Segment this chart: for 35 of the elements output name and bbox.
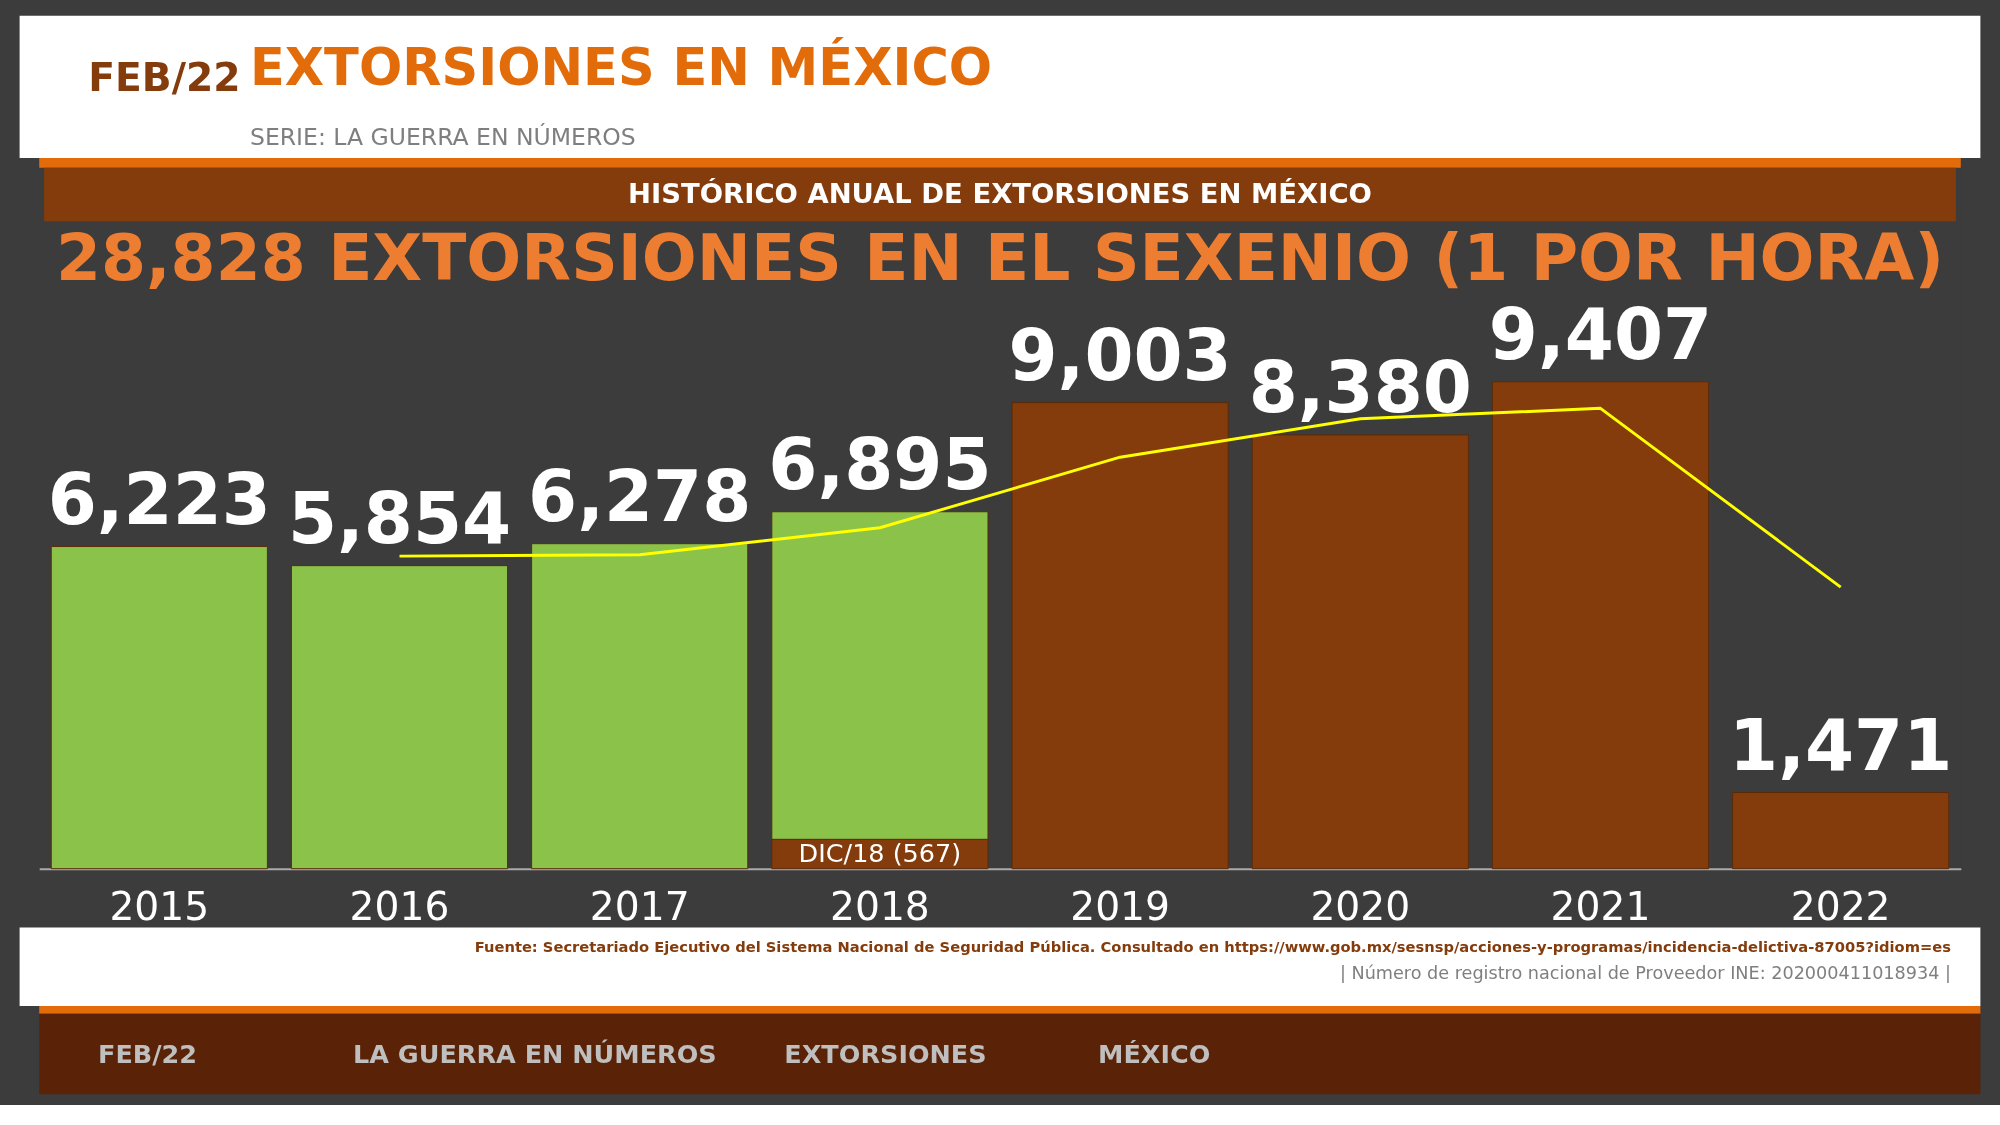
text: LA GUERRA EN NÚMEROS bbox=[352, 1038, 717, 1069]
text: EXTORSIONES bbox=[784, 1038, 987, 1069]
bar bbox=[1491, 381, 1710, 870]
x-tick-label: 2018 bbox=[830, 884, 930, 930]
total-label: 5,854 bbox=[287, 477, 512, 561]
text: FEB/22 bbox=[98, 1038, 198, 1069]
chart-subtitle: HISTÓRICO ANUAL DE EXTORSIONES EN MÉXICO bbox=[628, 177, 1372, 209]
bar bbox=[290, 565, 509, 870]
total-label: 6,895 bbox=[768, 423, 992, 507]
x-tick-label: 2020 bbox=[1310, 884, 1411, 930]
annotation: 28,828 EXTORSIONES EN EL SEXENIO (1 POR HORA) bbox=[56, 220, 1944, 296]
x-tick-label: 2019 bbox=[1070, 884, 1170, 930]
total-label: 6,278 bbox=[528, 455, 752, 539]
x-tick-label: 2016 bbox=[349, 884, 450, 930]
x-tick-label: 2022 bbox=[1790, 884, 1891, 930]
total-label: 8,380 bbox=[1248, 346, 1472, 430]
total-label: 9,003 bbox=[1008, 314, 1232, 398]
text: | Número de registro nacional de Proveedor INE: 202000411018934 | bbox=[1339, 963, 1951, 984]
x-tick-label: 2015 bbox=[109, 884, 210, 930]
x-tick-label: 2017 bbox=[589, 884, 690, 930]
source-note: Fuente: Secretariado Ejecutivo del Sistema Nacional de Seguridad Pública. Consultado en https://www.gob.mx/sesnsp/acciones-y-programas/incidencia-delictiva-87005?idiom=es bbox=[474, 938, 1952, 956]
x-tick-label: 2021 bbox=[1550, 884, 1651, 930]
total-label: 1,471 bbox=[1729, 703, 1953, 787]
total-label: 9,407 bbox=[1488, 293, 1713, 377]
data-label: DIC/18 (567) bbox=[798, 837, 962, 868]
text: MÉXICO bbox=[1098, 1038, 1211, 1069]
total-label: 6,223 bbox=[47, 458, 271, 541]
bar bbox=[1251, 434, 1469, 870]
bar bbox=[1732, 792, 1950, 870]
text: FEB/22 bbox=[88, 55, 241, 101]
chart-title: EXTORSIONES EN MÉXICO bbox=[250, 37, 993, 98]
bar bbox=[1011, 402, 1229, 870]
text: SERIE: LA GUERRA EN NÚMEROS bbox=[250, 123, 636, 152]
bar bbox=[531, 543, 749, 870]
bar bbox=[50, 546, 268, 870]
